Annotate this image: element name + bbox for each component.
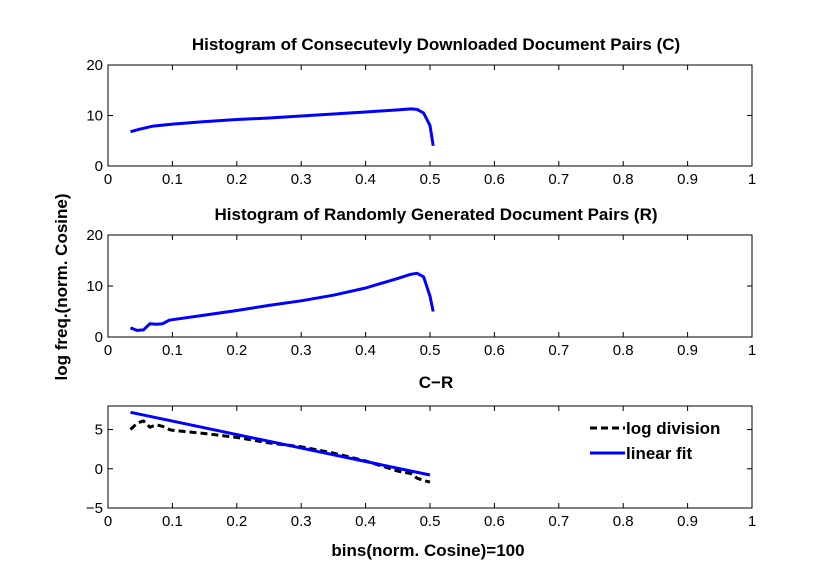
- x-tick-label: 0.6: [484, 342, 505, 359]
- y-tick-label: 0: [95, 158, 103, 175]
- x-tick-label: 0.8: [613, 513, 634, 530]
- x-tick-label: 0.4: [355, 513, 376, 530]
- x-tick-label: 0.5: [420, 342, 441, 359]
- y-tick-label: 20: [86, 227, 103, 244]
- y-tick-label: 0: [95, 461, 103, 478]
- y-axis-label: log freq.(norm. Cosine): [52, 194, 71, 381]
- x-tick-label: 0: [104, 513, 112, 530]
- x-tick-label: 0.1: [162, 342, 183, 359]
- plot-area: [107, 234, 753, 338]
- x-tick-label: 0.7: [548, 171, 569, 188]
- y-tick-label: 5: [95, 422, 103, 439]
- x-tick-label: 0.7: [548, 342, 569, 359]
- subplot-title: C−R: [419, 373, 453, 392]
- x-tick-label: 0.1: [162, 513, 183, 530]
- x-tick-label: 1: [748, 171, 756, 188]
- legend-entry: log division: [626, 419, 720, 438]
- x-tick-label: 0.3: [291, 513, 312, 530]
- y-tick-label: 0: [95, 329, 103, 346]
- x-tick-label: 0.9: [677, 342, 698, 359]
- plot-area: [107, 64, 753, 167]
- x-axis-label: bins(norm. Cosine)=100: [331, 541, 524, 560]
- plot-area: [107, 405, 753, 509]
- x-tick-label: 0: [104, 171, 112, 188]
- subplot-2: Histogram of Randomly Generated Document…: [86, 205, 756, 359]
- y-tick-label: 10: [86, 278, 103, 295]
- series-line-1: [130, 107, 435, 147]
- series-line-1: [129, 271, 435, 332]
- x-tick-label: 0.9: [677, 513, 698, 530]
- x-tick-label: 0.6: [484, 171, 505, 188]
- x-tick-label: 0.2: [226, 513, 247, 530]
- x-tick-label: 0.5: [420, 513, 441, 530]
- x-tick-label: 0.4: [355, 342, 376, 359]
- x-tick-label: 0.7: [548, 513, 569, 530]
- x-tick-label: 0.2: [226, 171, 247, 188]
- x-tick-label: 1: [748, 342, 756, 359]
- subplot-3: C−R0 0.1 0.2 0.3 0.4 0.5 0.6 0.7 0.8 0.9 1−505 log …: [86, 373, 756, 530]
- y-tick-label: 10: [86, 108, 103, 125]
- subplot-title: Histogram of Consecutevly Downloaded Doc…: [192, 35, 680, 54]
- series-line-log-division: [129, 419, 431, 484]
- x-tick-label: 0.3: [291, 171, 312, 188]
- legend-entry: linear fit: [626, 444, 692, 463]
- x-tick-label: 0: [104, 342, 112, 359]
- x-tick-label: 0.1: [162, 171, 183, 188]
- subplot-1: Histogram of Consecutevly Downloaded Doc…: [86, 35, 756, 188]
- x-tick-label: 0.4: [355, 171, 376, 188]
- series-line-linear-fit: [130, 410, 431, 477]
- x-tick-label: 0.9: [677, 171, 698, 188]
- y-tick-label: 20: [86, 57, 103, 74]
- y-tick-label: −5: [86, 500, 103, 517]
- subplot-title: Histogram of Randomly Generated Document…: [214, 205, 657, 224]
- x-tick-label: 0.8: [613, 171, 634, 188]
- x-tick-label: 0.8: [613, 342, 634, 359]
- x-tick-label: 1: [748, 513, 756, 530]
- x-tick-label: 0.3: [291, 342, 312, 359]
- x-tick-label: 0.2: [226, 342, 247, 359]
- x-tick-label: 0.5: [420, 171, 441, 188]
- x-tick-label: 0.6: [484, 513, 505, 530]
